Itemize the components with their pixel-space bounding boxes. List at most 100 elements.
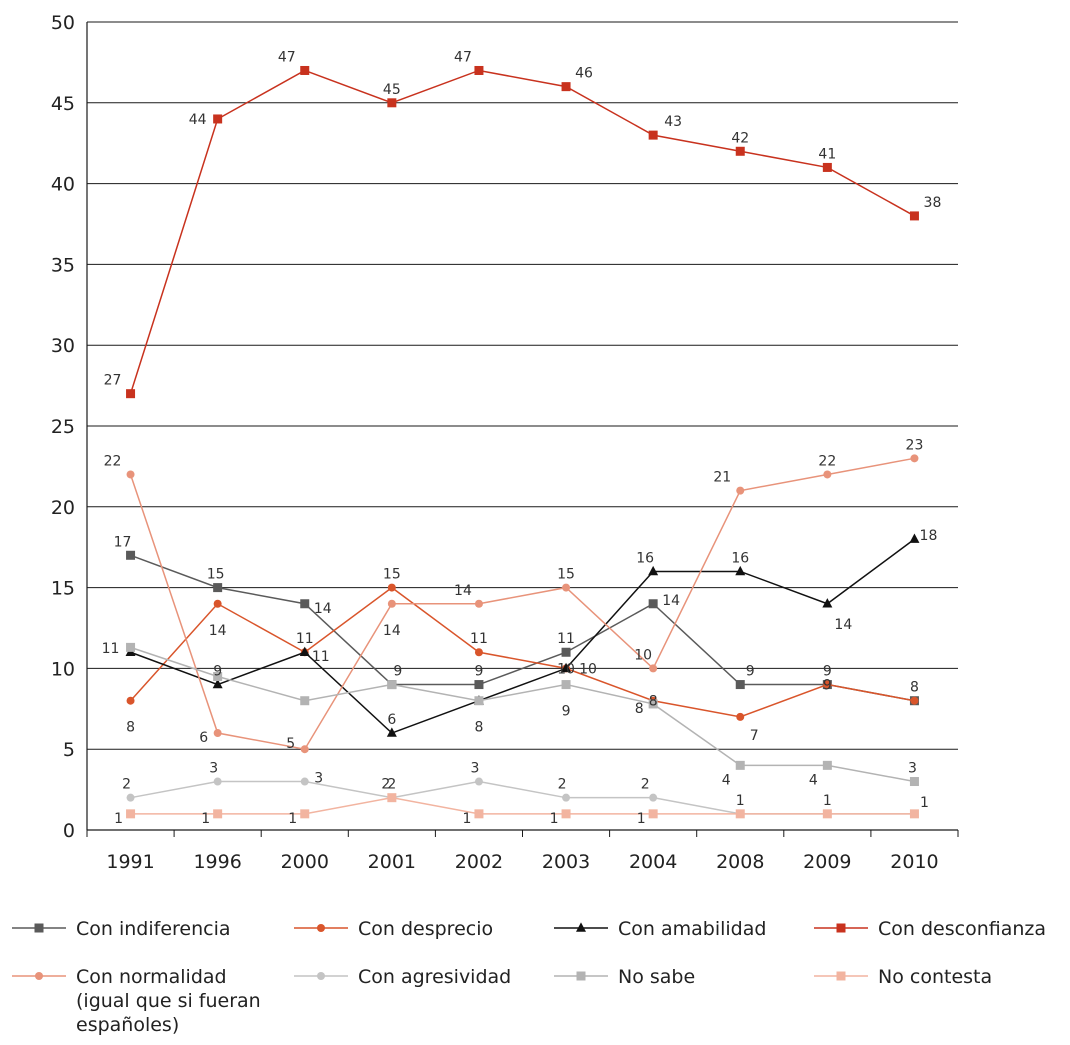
x-tick-label: 2008: [716, 851, 764, 873]
data-point: [735, 565, 746, 576]
data-point: [910, 696, 919, 705]
data-label: 9: [213, 664, 222, 680]
data-point: [561, 680, 571, 690]
data-label: 7: [750, 728, 759, 744]
legend-swatch: [814, 971, 868, 981]
data-label: 10: [634, 647, 652, 663]
legend-marker: [576, 922, 586, 932]
data-point: [299, 646, 310, 656]
data-label: 10: [557, 661, 575, 677]
data-point: [213, 583, 223, 593]
data-label: 5: [286, 736, 295, 752]
data-label: 11: [102, 641, 120, 657]
data-label: 2: [641, 777, 650, 793]
data-point: [213, 809, 223, 819]
y-tick-label: 40: [51, 174, 75, 196]
legend-item: Con desprecio: [292, 917, 493, 941]
legend-swatch: [814, 923, 868, 933]
legend-item: Con agresividad: [292, 965, 511, 989]
series-line: [129, 457, 915, 751]
series-line: [130, 646, 915, 783]
data-label: 1: [462, 811, 471, 827]
x-tick-label: 1996: [193, 851, 241, 873]
series-8: [126, 793, 919, 819]
legend-item: Con indiferencia: [10, 917, 231, 941]
legend-label: Con amabilidad: [618, 918, 767, 940]
y-tick-label: 30: [51, 335, 75, 357]
legend-swatch: [554, 971, 608, 981]
data-label: 2: [387, 777, 396, 793]
data-point: [562, 583, 571, 592]
data-label: 1: [114, 811, 123, 827]
y-tick-label: 15: [51, 578, 75, 600]
data-label: 17: [114, 534, 132, 550]
data-label: 41: [818, 146, 836, 162]
data-point: [735, 760, 745, 770]
data-label: 47: [278, 49, 296, 65]
legend-label: Con desconfianza: [878, 918, 1047, 940]
data-point: [126, 389, 136, 399]
data-label: 9: [823, 664, 832, 680]
data-label: 46: [575, 66, 593, 82]
y-tick-label: 10: [51, 658, 75, 680]
data-label: 4: [809, 772, 818, 788]
data-point: [823, 470, 832, 479]
data-label: 3: [908, 761, 917, 777]
data-label: 15: [383, 567, 401, 583]
legend-item: Con desconfianza: [812, 917, 1046, 941]
data-point: [300, 599, 310, 609]
data-label: 14: [209, 623, 227, 639]
data-point: [648, 130, 658, 140]
data-point: [213, 671, 223, 681]
data-point: [300, 809, 310, 819]
data-label: 11: [557, 631, 575, 647]
data-label: 11: [312, 649, 330, 665]
data-point: [648, 565, 659, 576]
y-tick-label: 20: [51, 497, 75, 519]
data-point: [736, 486, 745, 495]
data-label: 11: [296, 631, 314, 647]
y-tick-label: 25: [51, 416, 75, 438]
legend-label: No sabe: [618, 966, 696, 988]
y-tick-label: 0: [63, 820, 75, 842]
data-point: [649, 664, 658, 673]
series-line: [130, 780, 915, 815]
data-label: 9: [562, 704, 571, 720]
legend-marker: [836, 971, 846, 981]
data-label: 21: [713, 470, 731, 486]
legend-label: Con normalidad (igual que si fueran espa…: [76, 966, 261, 1036]
data-point: [648, 699, 658, 709]
series-3: [125, 533, 920, 737]
series-4: [126, 65, 919, 399]
data-label: 3: [470, 761, 479, 777]
data-point: [300, 745, 309, 754]
y-tick-label: 45: [51, 93, 75, 115]
series-1: [126, 550, 919, 706]
legend-marker: [576, 971, 586, 981]
data-label: 14: [314, 601, 332, 617]
data-label: 1: [201, 811, 210, 827]
data-label: 1: [550, 811, 559, 827]
data-point: [474, 777, 483, 786]
data-point: [126, 809, 136, 819]
data-point: [561, 82, 571, 92]
series-2: [126, 583, 919, 721]
data-point: [213, 114, 223, 124]
legend-swatch: [294, 924, 348, 932]
legend-label: Con agresividad: [358, 966, 512, 988]
legend-label: No contesta: [878, 966, 993, 988]
data-label: 47: [454, 49, 472, 65]
gridlines: [87, 21, 958, 750]
data-point: [562, 793, 571, 802]
x-tick-label: 1991: [106, 851, 154, 873]
legend-marker: [34, 923, 44, 933]
data-point: [561, 809, 571, 819]
data-label: 14: [454, 583, 472, 599]
data-point: [909, 809, 919, 819]
x-tick-label: 2010: [890, 851, 938, 873]
data-point: [126, 470, 135, 479]
legend-item: No contesta: [812, 965, 992, 989]
data-label: 8: [649, 694, 658, 710]
data-label: 1: [736, 793, 745, 809]
